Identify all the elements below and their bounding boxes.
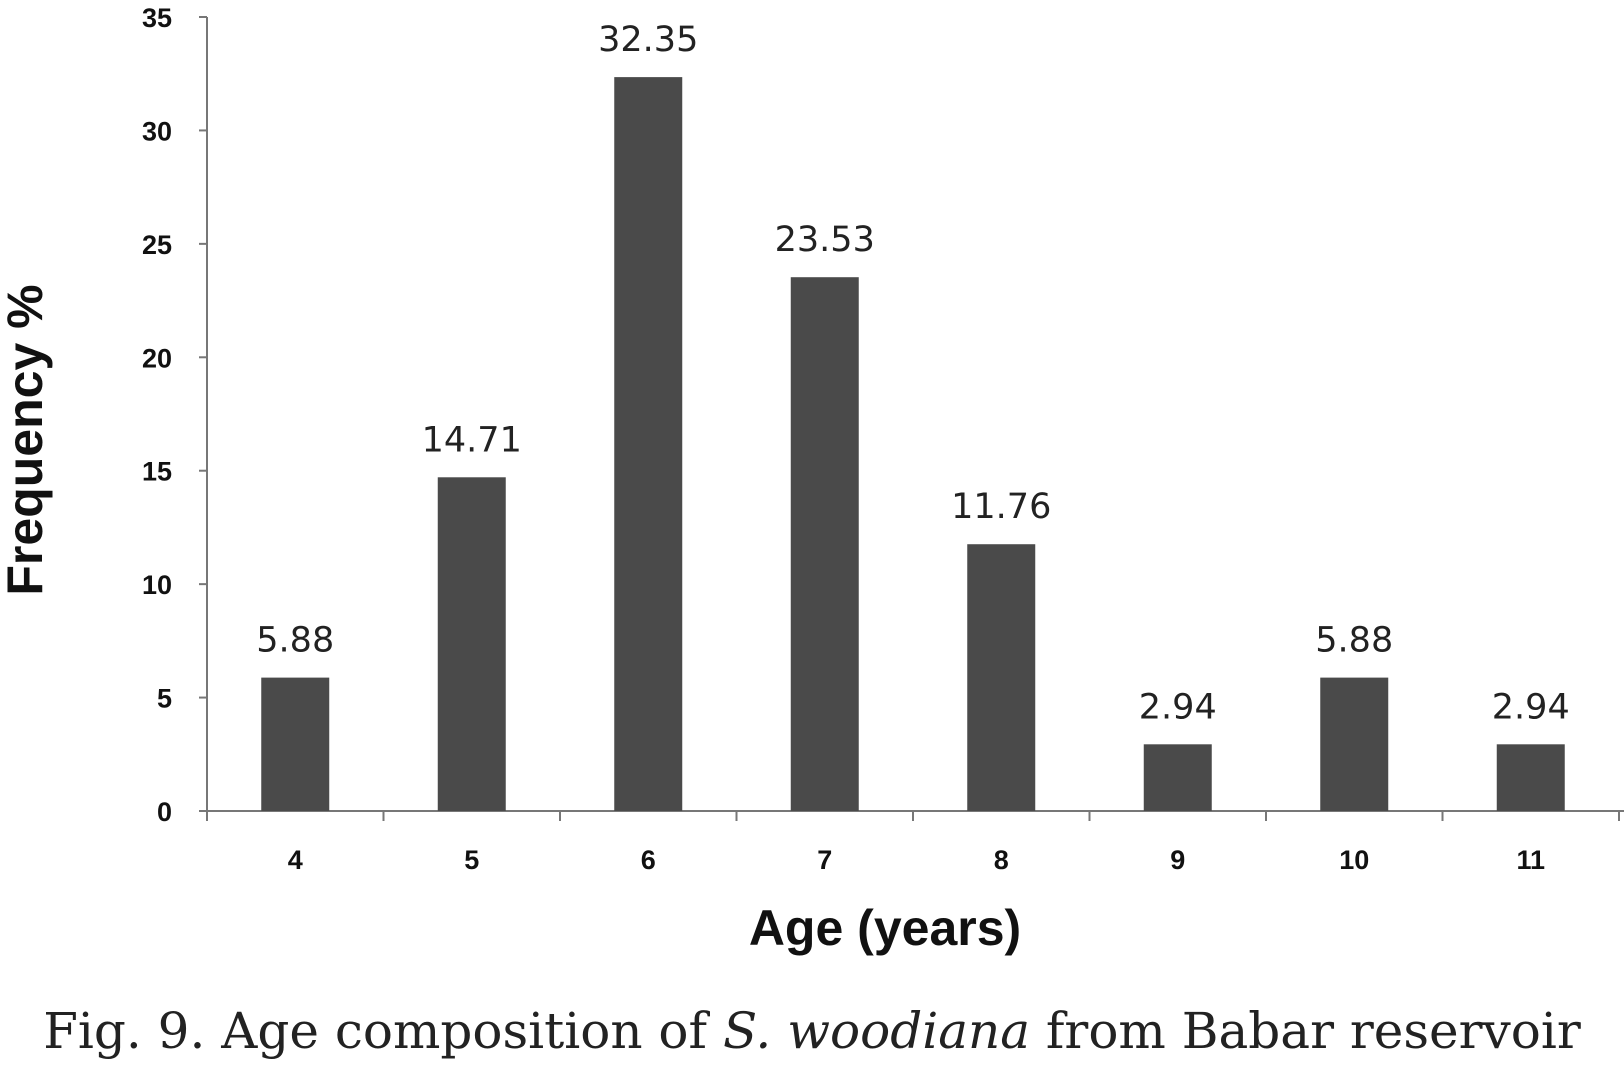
bar-chart: 0 5 10 15 20 25 30 35 4 5 6 7 8 9 10 11 5.88 14.71 32.35…: [0, 3, 1624, 956]
y-tick-label: 15: [142, 457, 172, 487]
y-axis: 0 5 10 15 20 25 30 35: [142, 3, 208, 827]
bar: [261, 677, 330, 811]
x-tick-label: 4: [288, 845, 303, 875]
x-tick-label: 8: [994, 845, 1009, 875]
data-label: 23.53: [775, 220, 875, 260]
data-label: 14.71: [422, 420, 522, 460]
caption-prefix: Fig. 9. Age composition of: [43, 1002, 723, 1060]
y-tick-label: 0: [157, 797, 172, 827]
bar: [1496, 744, 1565, 811]
x-tick-label: 7: [817, 845, 832, 875]
data-label: 2.94: [1492, 687, 1570, 727]
x-tick-label: 5: [464, 845, 479, 875]
x-tick-label: 6: [641, 845, 656, 875]
caption-suffix: from Babar reservoir: [1030, 1002, 1581, 1060]
data-label: 2.94: [1139, 687, 1217, 727]
bar: [790, 277, 859, 811]
y-tick-label: 20: [142, 343, 172, 373]
bar: [437, 477, 506, 811]
bar: [614, 77, 683, 812]
x-axis-title: Age (years): [749, 900, 1021, 956]
x-tick-label: 9: [1170, 845, 1185, 875]
data-label: 32.35: [598, 20, 698, 60]
caption-species: S. woodiana: [722, 1002, 1031, 1060]
bar: [1320, 677, 1389, 811]
data-label: 5.88: [1315, 621, 1393, 661]
data-label: 11.76: [951, 487, 1051, 527]
y-tick-label: 35: [142, 3, 172, 33]
y-tick-label: 25: [142, 230, 172, 260]
bar: [1143, 744, 1212, 811]
x-tick-label: 11: [1516, 845, 1545, 875]
data-labels: 5.88 14.71 32.35 23.53 11.76 2.94 5.88 2.94: [256, 20, 1569, 727]
y-axis-title: Frequency %: [0, 284, 53, 595]
bars: [261, 77, 1565, 812]
data-label: 5.88: [256, 621, 334, 661]
x-axis: 4 5 6 7 8 9 10 11: [206, 810, 1624, 875]
x-tick-label: 10: [1339, 845, 1369, 875]
y-tick-label: 30: [142, 116, 172, 146]
y-tick-label: 10: [142, 570, 172, 600]
figure-caption: Fig. 9. Age composition of S. woodiana f…: [0, 1002, 1624, 1060]
y-tick-label: 5: [157, 684, 172, 714]
bar: [967, 544, 1036, 811]
